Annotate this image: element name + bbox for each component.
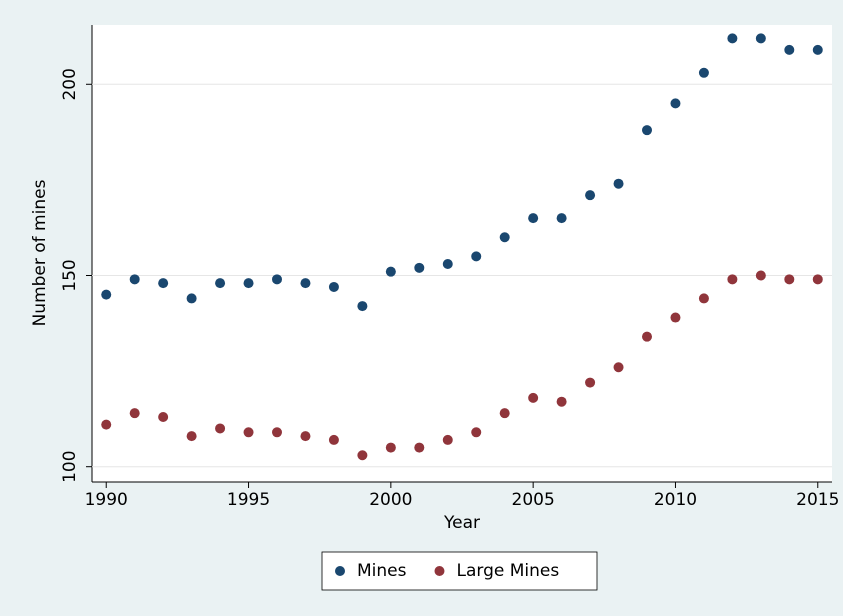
point	[243, 427, 254, 438]
point	[727, 33, 738, 44]
y-tick-label: 150	[60, 259, 80, 291]
point	[812, 274, 823, 285]
point	[300, 278, 311, 289]
point	[528, 213, 539, 224]
point	[414, 262, 425, 273]
point	[613, 362, 624, 373]
point	[499, 408, 510, 419]
point	[129, 408, 140, 419]
point	[698, 67, 709, 78]
y-tick-label: 100	[60, 450, 80, 482]
point	[158, 411, 169, 422]
point	[101, 289, 112, 300]
point	[272, 427, 282, 438]
x-tick-label: 2005	[512, 490, 555, 510]
point	[499, 232, 510, 243]
point	[300, 431, 311, 442]
y-axis-title: Number of mines	[30, 179, 50, 326]
legend-marker	[434, 566, 445, 576]
point	[186, 431, 197, 442]
point	[158, 278, 169, 289]
point	[585, 377, 596, 388]
point	[698, 293, 709, 304]
point	[129, 274, 140, 285]
x-tick-label: 2000	[369, 490, 412, 510]
point	[186, 293, 197, 304]
point	[471, 251, 482, 262]
y-tick-label: 200	[60, 68, 80, 100]
point	[471, 427, 482, 438]
x-tick-label: 1995	[227, 490, 270, 510]
point	[385, 266, 396, 277]
point	[670, 98, 681, 109]
legend-label: Mines	[357, 561, 407, 581]
x-tick-label: 2015	[796, 490, 839, 510]
point	[215, 423, 226, 434]
point	[784, 274, 795, 285]
point	[812, 44, 823, 55]
point	[727, 274, 738, 285]
point	[642, 331, 652, 342]
point	[442, 259, 453, 270]
legend	[321, 551, 598, 591]
point	[528, 392, 539, 403]
point	[243, 278, 254, 289]
point	[556, 396, 567, 407]
point	[442, 434, 453, 445]
point	[784, 44, 795, 55]
point	[755, 270, 766, 281]
point	[357, 450, 368, 461]
point	[328, 434, 339, 445]
point	[414, 442, 425, 453]
point	[670, 312, 681, 323]
point	[357, 301, 368, 312]
x-axis-title: Year	[443, 513, 480, 533]
point	[556, 213, 567, 224]
plot-area	[92, 25, 832, 482]
point	[755, 33, 766, 44]
point	[585, 190, 596, 201]
point	[272, 274, 282, 285]
legend-marker	[335, 566, 345, 576]
point	[215, 278, 226, 289]
point	[328, 281, 339, 292]
legend-label: Large Mines	[456, 561, 559, 581]
x-tick-label: 2010	[654, 490, 697, 510]
point	[642, 125, 652, 136]
point	[101, 419, 112, 430]
x-tick-label: 1990	[85, 490, 128, 510]
point	[385, 442, 396, 453]
point	[613, 178, 624, 189]
